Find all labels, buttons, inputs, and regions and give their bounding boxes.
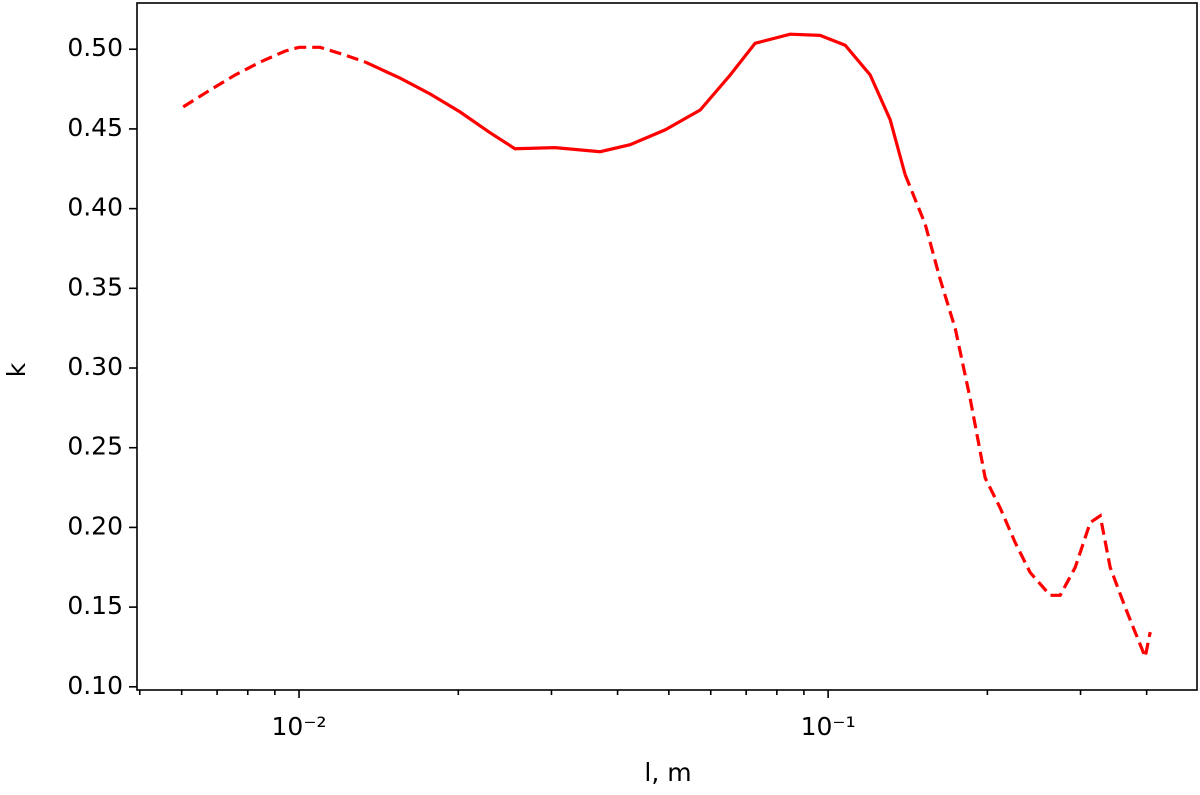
- x-axis-label: l, m: [644, 758, 691, 787]
- data-line: [182, 45, 366, 109]
- y-tick-label: 0.35: [67, 272, 123, 301]
- plot-frame: [136, 2, 1198, 691]
- y-axis-label: k: [2, 362, 31, 377]
- y-tick-label: 0.30: [67, 352, 123, 381]
- y-tick-label: 0.15: [67, 591, 123, 620]
- y-tick-label: 0.10: [67, 671, 123, 700]
- data-line: [903, 173, 1152, 663]
- y-tick-label: 0.25: [67, 432, 123, 461]
- y-tick-label: 0.45: [67, 113, 123, 142]
- y-tick-label: 0.20: [67, 511, 123, 540]
- x-tick-label: 10⁻²: [272, 712, 327, 741]
- x-tick-label: 10⁻¹: [801, 712, 856, 741]
- y-tick-label: 0.40: [67, 193, 123, 222]
- y-tick-label: 0.50: [67, 33, 123, 62]
- data-line: [364, 32, 907, 175]
